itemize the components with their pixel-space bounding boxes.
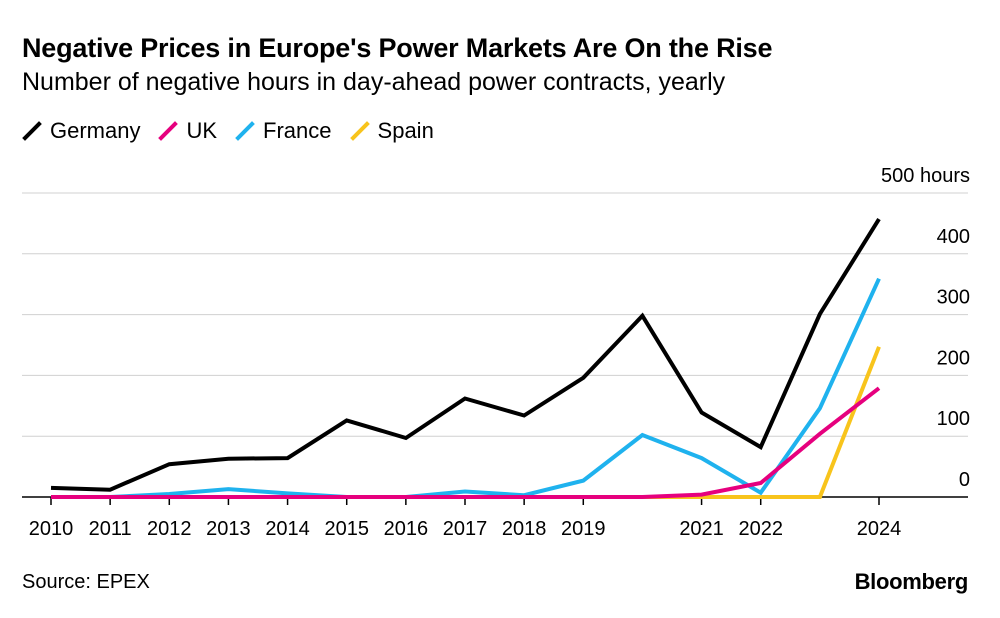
legend-item-germany: Germany bbox=[22, 118, 140, 144]
legend-label-spain: Spain bbox=[377, 118, 434, 143]
legend-item-uk: UK bbox=[158, 118, 217, 144]
series-line-uk bbox=[51, 386, 881, 499]
x-tick-label-2011: 2011 bbox=[89, 518, 132, 540]
chart-subtitle: Number of negative hours in day-ahead po… bbox=[22, 68, 726, 96]
series-line-france bbox=[51, 277, 881, 499]
legend-item-france: France bbox=[235, 118, 332, 144]
legend-label-germany: Germany bbox=[50, 118, 141, 143]
legend-swatch-france bbox=[235, 121, 255, 141]
x-tick-label-2017: 2017 bbox=[443, 518, 488, 540]
y-tick-label-300: 300 bbox=[937, 287, 970, 309]
y-tick-label-100: 100 bbox=[937, 408, 970, 430]
x-tick-label-2016: 2016 bbox=[384, 518, 429, 540]
legend-item-spain: Spain bbox=[349, 118, 434, 144]
legend: Germany UK France Spain bbox=[22, 118, 452, 144]
y-tick-label-500: 500 hours bbox=[881, 165, 970, 187]
x-tick-label-2022: 2022 bbox=[738, 518, 783, 540]
legend-label-france: France bbox=[263, 118, 332, 143]
legend-swatch-germany bbox=[22, 121, 42, 141]
chart-title: Negative Prices in Europe's Power Market… bbox=[22, 33, 773, 63]
x-tick-label-2021: 2021 bbox=[679, 518, 724, 540]
bloomberg-logo: Bloomberg bbox=[854, 569, 969, 594]
x-tick-label-2013: 2013 bbox=[206, 518, 251, 540]
x-tick-label-2012: 2012 bbox=[147, 518, 192, 540]
x-tick-label-2019: 2019 bbox=[561, 518, 606, 540]
y-tick-label-200: 200 bbox=[937, 347, 970, 369]
legend-swatch-spain bbox=[349, 121, 370, 141]
series-line-spain bbox=[51, 346, 881, 499]
legend-label-uk: UK bbox=[186, 118, 218, 143]
x-tick-label-2018: 2018 bbox=[502, 518, 547, 540]
y-tick-label-0: 0 bbox=[959, 469, 970, 491]
legend-swatch-uk bbox=[158, 121, 179, 141]
series-line-germany bbox=[50, 218, 881, 492]
y-tick-label-400: 400 bbox=[937, 226, 970, 248]
x-tick-label-2015: 2015 bbox=[324, 518, 369, 540]
x-tick-label-2014: 2014 bbox=[265, 518, 310, 540]
x-tick-label-2024: 2024 bbox=[857, 518, 902, 540]
x-tick-label-2010: 2010 bbox=[29, 518, 74, 540]
source-note: Source: EPEX bbox=[22, 571, 150, 593]
